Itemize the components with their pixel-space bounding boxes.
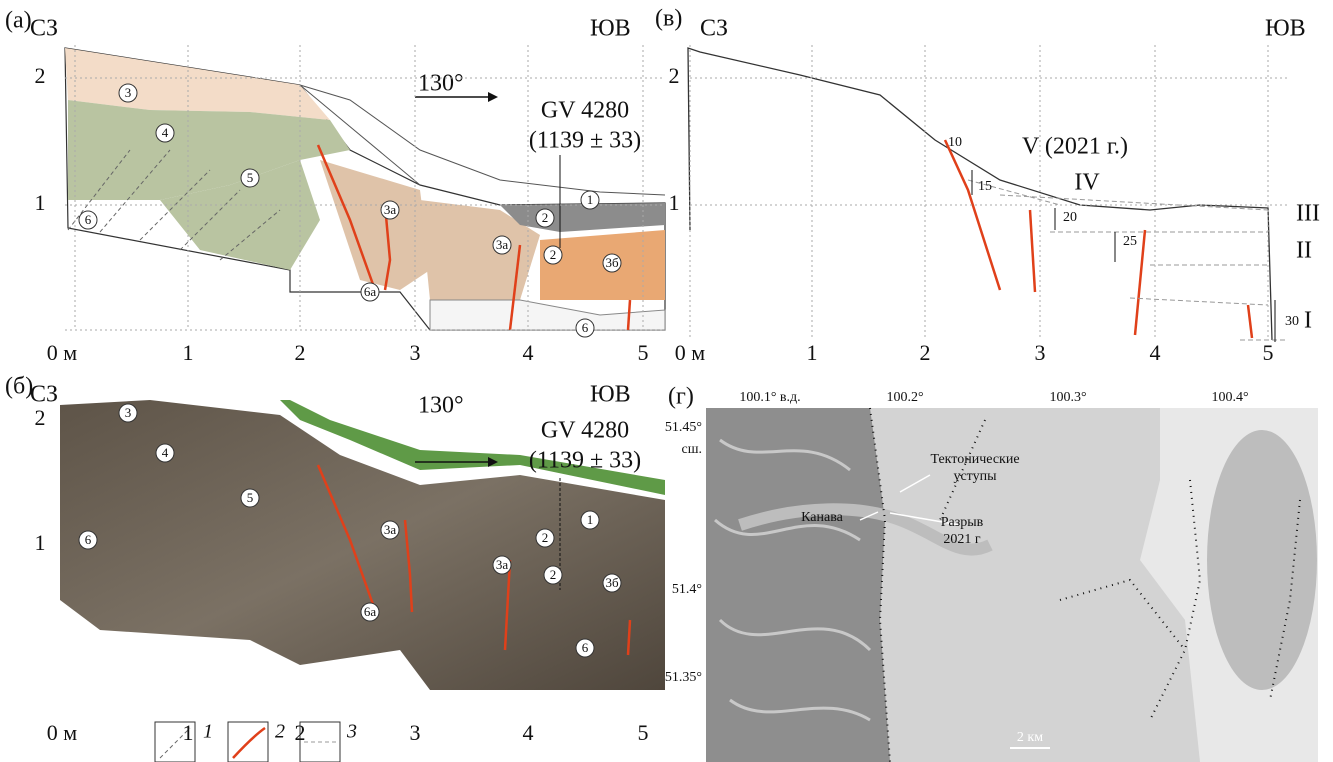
- unit-label: 6: [85, 212, 92, 227]
- latitude-label: 51.35°: [665, 670, 702, 685]
- unit-label: 1: [587, 192, 594, 207]
- sample-age: (1139 ± 33): [529, 448, 641, 474]
- unit-label: 4: [162, 445, 169, 460]
- y-tick-label: 2: [35, 405, 46, 430]
- unit-label: 5: [247, 170, 254, 185]
- map-annotation: Тектонические: [930, 452, 1019, 467]
- event-label: IV: [1074, 170, 1100, 196]
- azimuth: 130°: [418, 393, 464, 419]
- offset-label: 15: [978, 179, 992, 194]
- sample-age: (1139 ± 33): [529, 128, 641, 154]
- x-tick-label: 5: [638, 340, 649, 365]
- map-annotation: Канава: [801, 510, 843, 525]
- direction-right: ЮВ: [590, 16, 631, 42]
- latitude-label: сш.: [682, 442, 703, 457]
- y-tick-label: 1: [35, 190, 46, 215]
- event-label: I: [1304, 308, 1312, 334]
- sample-id: GV 4280: [541, 418, 629, 444]
- x-tick-label: 4: [1150, 340, 1161, 365]
- scale-label: 2 км: [1017, 730, 1043, 745]
- unit-label: 2: [550, 567, 557, 582]
- x-tick-label: 3: [1035, 340, 1046, 365]
- longitude-label: 100.4°: [1211, 390, 1248, 405]
- longitude-label: 100.3°: [1049, 390, 1086, 405]
- unit-label: 6: [582, 320, 589, 335]
- unit-label: 2: [550, 247, 557, 262]
- map-annotation: уступы: [953, 469, 997, 484]
- x-tick-label: 2: [295, 340, 306, 365]
- offset-label: 10: [948, 135, 962, 150]
- sample-id: GV 4280: [541, 98, 629, 124]
- unit-label: 3б: [605, 255, 619, 270]
- longitude-label: 100.1° в.д.: [739, 390, 800, 405]
- y-tick-label: 1: [35, 530, 46, 555]
- unit-label: 5: [247, 490, 254, 505]
- y-tick-label: 1: [669, 190, 680, 215]
- unit-label: 3а: [384, 522, 397, 537]
- azimuth: 130°: [418, 71, 464, 97]
- x-tick-label: 1: [183, 340, 194, 365]
- unit-label: 3: [125, 85, 132, 100]
- unit-label: 3а: [496, 237, 509, 252]
- longitude-label: 100.2°: [886, 390, 923, 405]
- event-label: III: [1296, 201, 1320, 227]
- x-tick-label: 0 м: [47, 340, 78, 365]
- y-tick-label: 2: [669, 63, 680, 88]
- x-tick-label: 4: [523, 720, 534, 745]
- direction-left: СЗ: [30, 16, 58, 42]
- legend-label: 2: [275, 721, 285, 743]
- panel-label: (г): [668, 384, 694, 410]
- unit-label: 3: [125, 405, 132, 420]
- unit-label: 3а: [496, 557, 509, 572]
- x-tick-label: 1: [183, 720, 194, 745]
- panel-label: (а): [5, 8, 32, 34]
- unit-label: 3а: [384, 202, 397, 217]
- direction-left: СЗ: [30, 382, 58, 408]
- event-label: II: [1296, 238, 1312, 264]
- unit-label: 1: [587, 512, 594, 527]
- panel-label: (б): [5, 374, 33, 400]
- x-tick-label: 2: [920, 340, 931, 365]
- direction-left: СЗ: [700, 16, 728, 42]
- x-tick-label: 4: [523, 340, 534, 365]
- unit-label: 2: [542, 530, 549, 545]
- map-annotation: 2021 г: [943, 532, 981, 547]
- x-tick-label: 5: [638, 720, 649, 745]
- unit-label: 6: [582, 640, 589, 655]
- unit-label: 6: [85, 532, 92, 547]
- y-tick-label: 2: [35, 63, 46, 88]
- x-tick-label: 0 м: [675, 340, 706, 365]
- event-label: V (2021 г.): [1022, 134, 1128, 160]
- figure: (а)СЗЮВ130°GV 4280(1139 ± 33)0 м12345213…: [0, 0, 1333, 762]
- x-tick-label: 5: [1263, 340, 1274, 365]
- legend-label: 3: [346, 721, 357, 743]
- direction-right: ЮВ: [590, 382, 631, 408]
- profile-drawing: [688, 48, 1285, 342]
- legend-label: 1: [203, 721, 213, 743]
- unit-label: 6а: [364, 284, 377, 299]
- panel-label: (в): [655, 6, 682, 32]
- unit-label: 4: [162, 125, 169, 140]
- map-annotation: Разрыв: [941, 515, 984, 530]
- unit-label: 3б: [605, 575, 619, 590]
- unit-label: 2: [542, 210, 549, 225]
- x-tick-label: 2: [295, 720, 306, 745]
- x-tick-label: 3: [410, 720, 421, 745]
- offset-label: 25: [1123, 234, 1137, 249]
- unit-label: 6а: [364, 604, 377, 619]
- latitude-label: 51.45°: [665, 420, 702, 435]
- direction-right: ЮВ: [1265, 16, 1306, 42]
- x-tick-label: 0 м: [47, 720, 78, 745]
- x-tick-label: 3: [410, 340, 421, 365]
- offset-label: 30: [1285, 314, 1299, 329]
- x-tick-label: 1: [807, 340, 818, 365]
- latitude-label: 51.4°: [672, 582, 702, 597]
- offset-label: 20: [1063, 210, 1077, 225]
